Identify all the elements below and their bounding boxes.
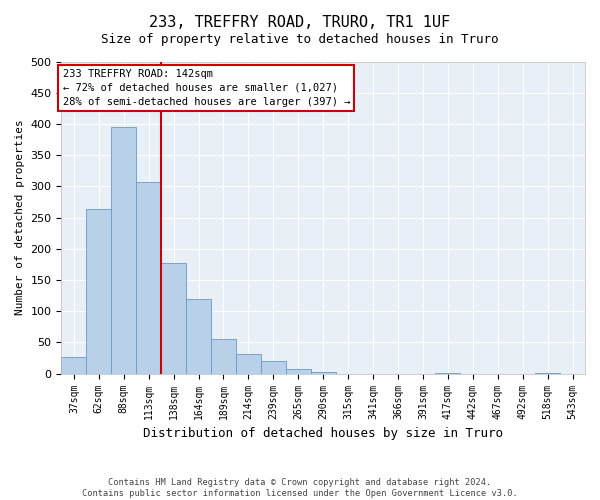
Bar [311, 372, 335, 374]
Text: 233 TREFFRY ROAD: 142sqm
← 72% of detached houses are smaller (1,027)
28% of sem: 233 TREFFRY ROAD: 142sqm ← 72% of detach… [62, 69, 350, 107]
Text: Size of property relative to detached houses in Truro: Size of property relative to detached ho… [101, 32, 499, 46]
Bar [286, 368, 311, 374]
Bar [136, 182, 161, 374]
Text: 233, TREFFRY ROAD, TRURO, TR1 1UF: 233, TREFFRY ROAD, TRURO, TR1 1UF [149, 15, 451, 30]
Bar [111, 127, 136, 374]
X-axis label: Distribution of detached houses by size in Truro: Distribution of detached houses by size … [143, 427, 503, 440]
Bar [61, 357, 86, 374]
Y-axis label: Number of detached properties: Number of detached properties [15, 120, 25, 316]
Bar [261, 361, 286, 374]
Bar [236, 354, 261, 374]
Bar [186, 299, 211, 374]
Bar [211, 340, 236, 374]
Text: Contains HM Land Registry data © Crown copyright and database right 2024.
Contai: Contains HM Land Registry data © Crown c… [82, 478, 518, 498]
Bar [86, 210, 111, 374]
Bar [535, 373, 560, 374]
Bar [436, 373, 460, 374]
Bar [161, 262, 186, 374]
